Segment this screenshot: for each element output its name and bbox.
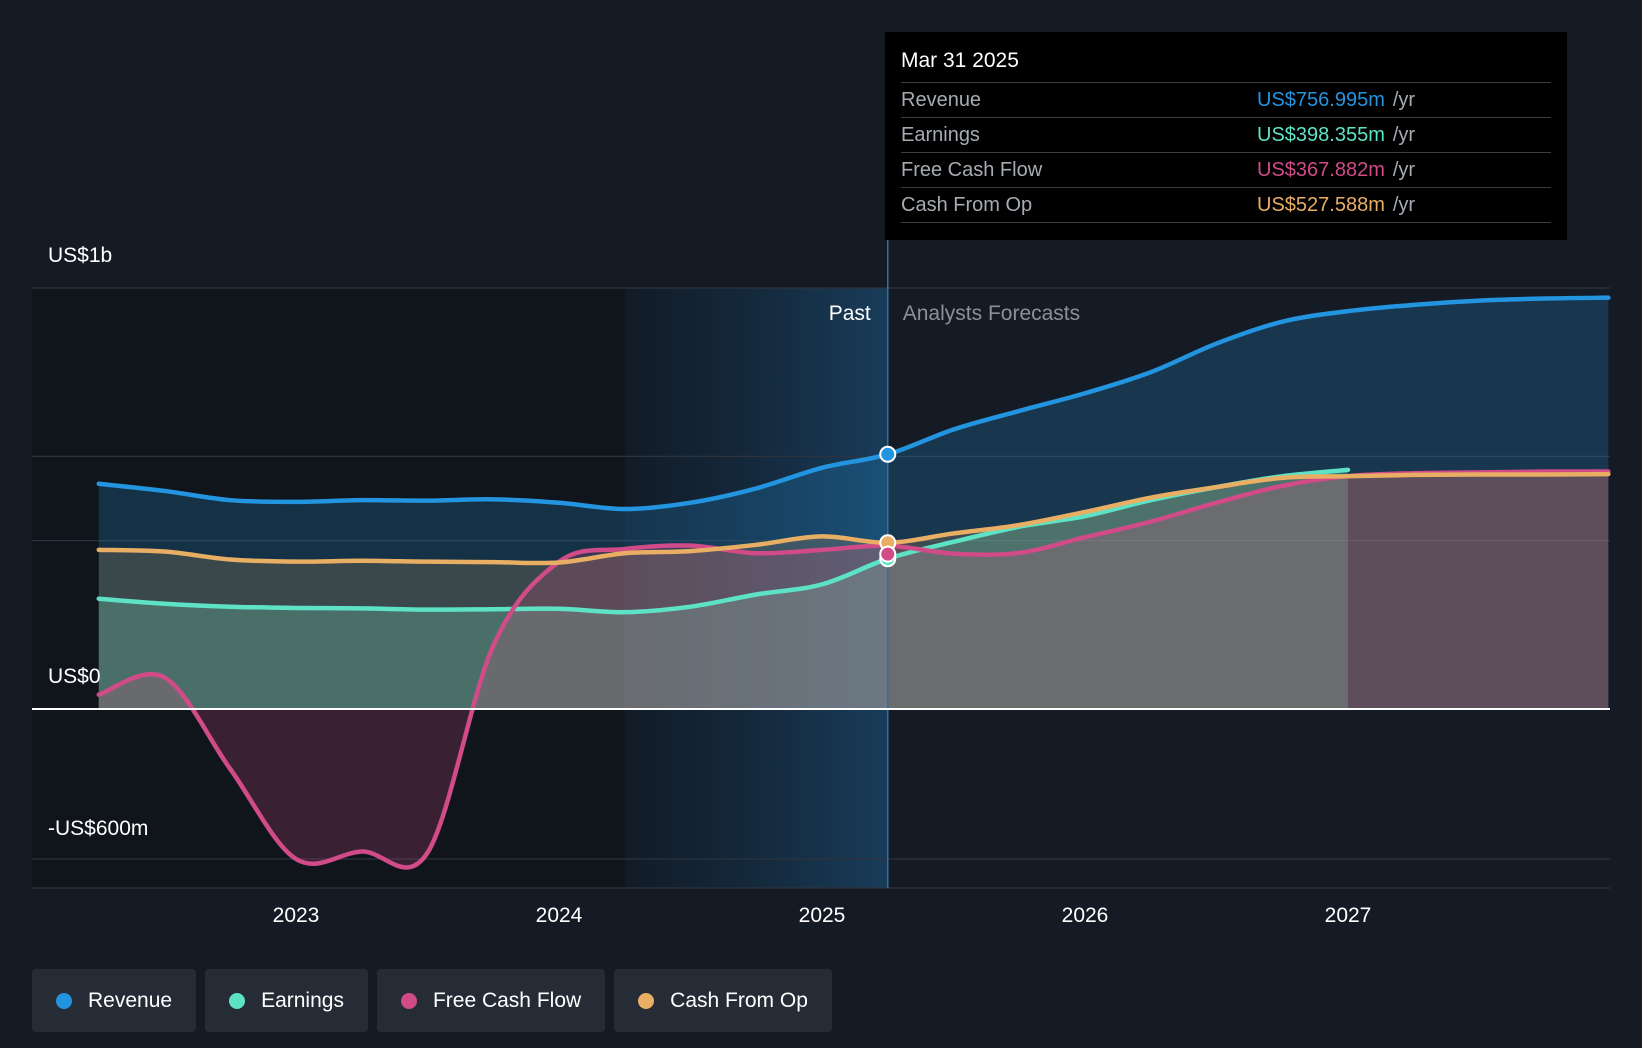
x-axis-tick-label: 2024: [536, 904, 583, 927]
x-axis-tick-label: 2023: [273, 904, 320, 927]
free-cash-flow-area: [98, 471, 1609, 868]
tooltip-unit: /yr: [1392, 193, 1416, 216]
tooltip-row-revenue: Revenue US$756.995m /yr: [901, 82, 1551, 117]
legend-item-earnings[interactable]: Earnings: [205, 969, 368, 1032]
revenue-marker: [879, 445, 897, 463]
x-axis-tick-label: 2025: [799, 904, 846, 927]
y-axis-label: US$0: [48, 665, 101, 688]
cash-from-op-area: [98, 474, 1609, 709]
tooltip-date: Mar 31 2025: [901, 49, 1019, 72]
earnings-line: [96, 467, 1351, 615]
tooltip-unit: /yr: [1392, 158, 1416, 181]
series-areas: [98, 297, 1609, 868]
cash-from-op-line: [96, 471, 1611, 566]
earnings-area: [98, 469, 1348, 709]
earnings-dot-icon: [229, 992, 246, 1009]
y-axis-label: US$1b: [48, 244, 112, 267]
past-highlight-band: [624, 288, 888, 888]
y-axis-label: -US$600m: [48, 817, 148, 840]
tooltip-unit: /yr: [1392, 88, 1416, 111]
tooltip: Mar 31 2025 Revenue US$756.995m /yr Earn…: [885, 32, 1567, 240]
x-axis-tick-label: 2027: [1325, 904, 1372, 927]
tooltip-row-earnings: Earnings US$398.355m /yr: [901, 117, 1551, 152]
past-label: Past: [829, 302, 871, 325]
tooltip-value: US$367.882m: [1257, 158, 1385, 181]
tooltip-unit: /yr: [1392, 123, 1416, 146]
legend-item-free-cash-flow[interactable]: Free Cash Flow: [376, 969, 606, 1032]
axis-labels: US$1b US$0 -US$600m 2023 2024 2025 2026 2027: [48, 244, 1371, 927]
x-axis-tick-label: 2026: [1062, 904, 1109, 927]
tooltip-value: US$398.355m: [1257, 123, 1385, 146]
revenue-area: [98, 297, 1609, 709]
legend: Revenue Earnings Free Cash Flow Cash Fro…: [32, 969, 832, 1032]
free-cash-flow-dot-icon: [400, 992, 417, 1009]
free-cash-flow-marker: [879, 545, 897, 563]
highlight-markers: [879, 445, 897, 568]
cash-from-op-dot-icon: [638, 992, 655, 1009]
forecast-label: Analysts Forecasts: [903, 302, 1080, 325]
tooltip-label: Earnings: [901, 123, 980, 146]
legend-item-cash-from-op[interactable]: Cash From Op: [614, 969, 832, 1032]
revenue-dot-icon: [56, 992, 72, 1009]
legend-label: Earnings: [261, 988, 344, 1012]
legend-label: Revenue: [88, 988, 173, 1012]
series-lines: [96, 295, 1611, 870]
revenue-line: [96, 295, 1611, 512]
tooltip-value: US$756.995m: [1257, 88, 1385, 111]
legend-label: Cash From Op: [670, 988, 808, 1012]
tooltip-label: Cash From Op: [901, 193, 1033, 216]
tooltip-label: Free Cash Flow: [901, 158, 1043, 181]
tooltip-label: Revenue: [901, 88, 982, 111]
legend-label: Free Cash Flow: [432, 988, 582, 1012]
tooltip-row-cash-from-op: Cash From Op US$527.588m /yr: [901, 187, 1551, 223]
legend-item-revenue[interactable]: Revenue: [32, 969, 197, 1032]
tooltip-row-free-cash-flow: Free Cash Flow US$367.882m /yr: [901, 152, 1551, 187]
tooltip-value: US$527.588m: [1257, 193, 1385, 216]
